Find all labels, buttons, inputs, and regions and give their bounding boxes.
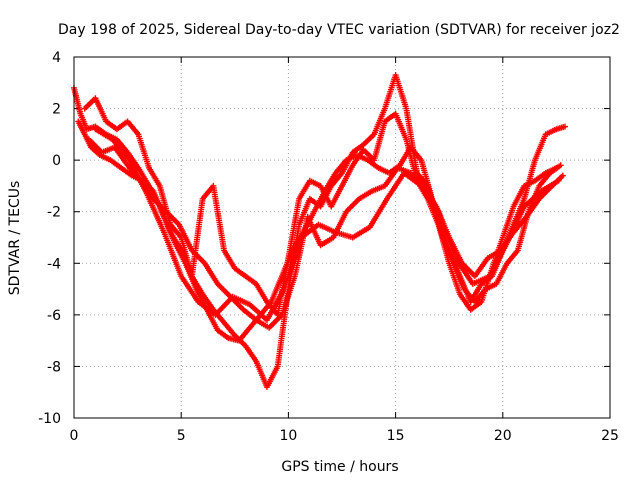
series-5 (92, 126, 562, 324)
y-tick-label: -10 (38, 411, 61, 427)
y-tick-label: -8 (47, 359, 61, 375)
data-point (561, 123, 568, 130)
data-point (557, 162, 564, 169)
series-1 (71, 72, 568, 391)
x-tick-label: 5 (177, 428, 186, 444)
data-marks (71, 72, 568, 391)
plot-frame (73, 56, 611, 419)
data-point (553, 164, 560, 171)
chart-title: Day 198 of 2025, Sidereal Day-to-day VTE… (58, 22, 620, 38)
series-2 (75, 118, 564, 344)
y-tick-label: 4 (52, 50, 61, 66)
y-tick-label: 0 (52, 153, 61, 169)
data-point (559, 172, 566, 179)
x-tick-label: 20 (494, 428, 512, 444)
y-tick-label: -2 (47, 205, 61, 221)
x-tick-label: 10 (279, 428, 297, 444)
x-tick-label: 0 (70, 428, 79, 444)
y-tick-label: 2 (52, 102, 61, 118)
x-axis-label: GPS time / hours (281, 459, 398, 475)
grid (74, 57, 610, 418)
y-tick-label: -6 (47, 308, 61, 324)
data-point (555, 177, 562, 184)
y-tick-label: -4 (47, 256, 61, 272)
x-tick-label: 15 (387, 428, 405, 444)
series-4 (86, 136, 566, 331)
x-tick-label: 25 (601, 428, 619, 444)
y-axis-label: SDTVAR / TECUs (7, 181, 23, 296)
